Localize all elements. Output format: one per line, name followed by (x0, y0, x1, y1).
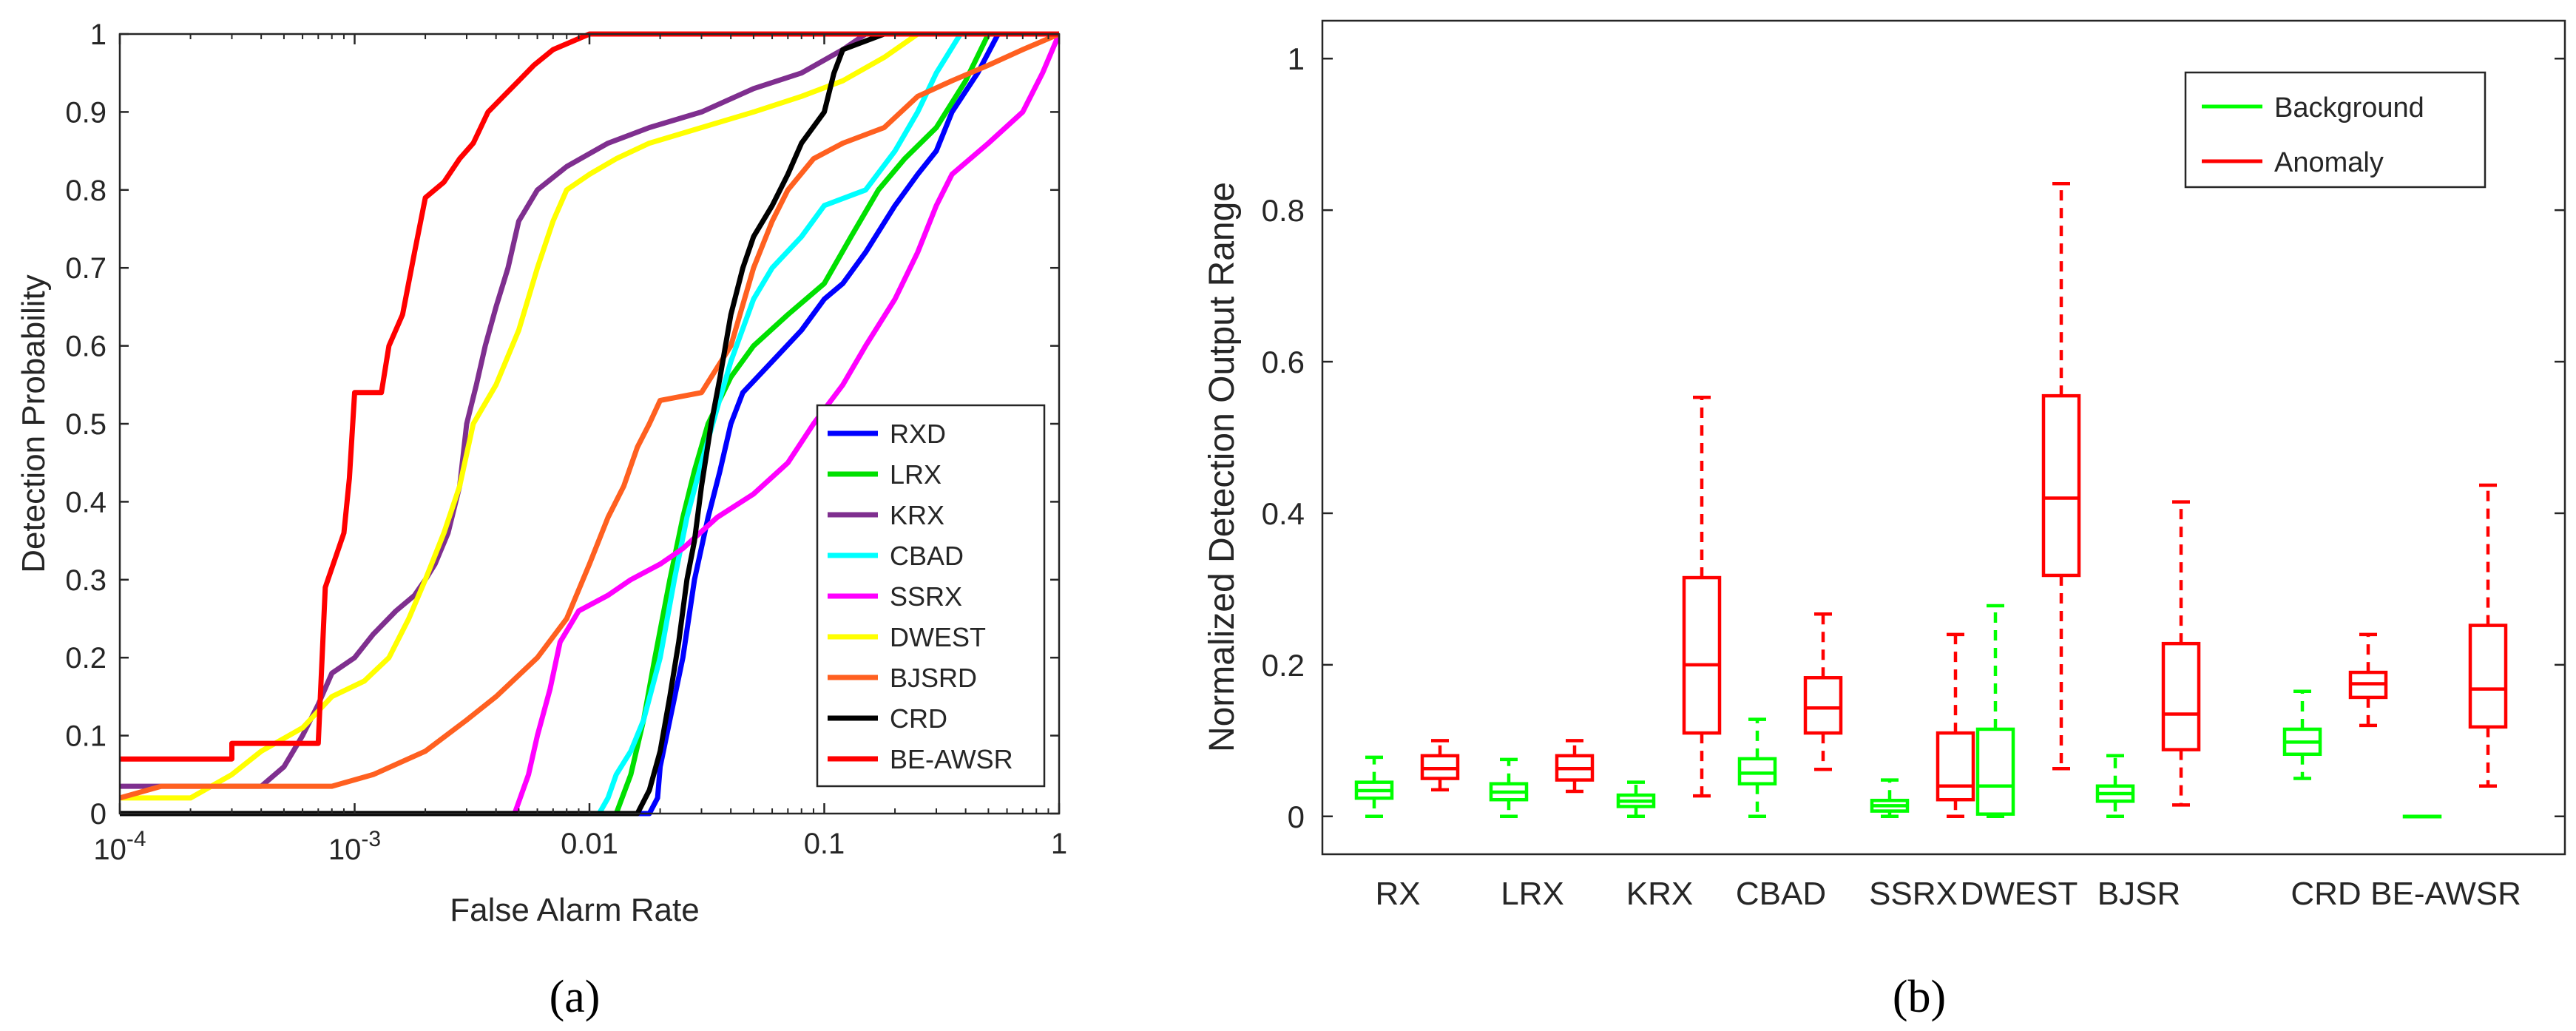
legend-label: DWEST (890, 622, 986, 652)
box-anomaly-rx (1420, 739, 1460, 792)
box-background-cbad (1737, 717, 1777, 819)
iqr-box (2161, 641, 2201, 751)
category-label: BJSR (2097, 876, 2180, 912)
iqr-box (1936, 731, 1975, 802)
box-anomaly-bjsr (2161, 500, 2201, 807)
legend-label: BJSRD (890, 663, 977, 693)
y-tick-label: 0.4 (65, 486, 107, 518)
legend-label: RXD (890, 419, 946, 449)
legend: RXD LRX KRX CBAD SSRX DWEST BJSRD CRD BE-AWSR (816, 404, 1046, 788)
curve-krx (120, 31, 1059, 789)
box-anomaly-cbad (1803, 612, 1843, 771)
category-label: DWEST (1961, 876, 2078, 912)
category-label: KRX (1626, 876, 1693, 912)
y-axis-label: Normalized Detection Output Range (1203, 182, 1242, 752)
x-tick-exponent: -4 (126, 827, 146, 851)
category-label: BE-AWSR (2370, 876, 2521, 912)
box-background-crd (2282, 689, 2322, 780)
y-tick-label: 0.4 (1262, 496, 1305, 531)
legend-label: LRX (890, 459, 942, 490)
legend-label: Anomaly (2274, 147, 2384, 178)
iqr-box (2041, 393, 2081, 578)
y-tick-label: 0.8 (1262, 193, 1305, 228)
box-anomaly-dwest (2041, 182, 2081, 771)
y-tick-label: 0.7 (65, 252, 107, 285)
legend-label: CBAD (890, 541, 964, 571)
x-tick-label: 1 (1051, 828, 1067, 860)
box-background-ssrx (1870, 778, 1910, 819)
boxplot-chart-panel: 0 0.2 0.4 0.6 0.8 1 RX LRX KRX CBAD SSRX DWEST BJSR C… (1203, 19, 2566, 1022)
legend-label: BE-AWSR (890, 744, 1013, 774)
category-label: RX (1375, 876, 1420, 912)
box-anomaly-ssrx (1936, 632, 1975, 819)
y-tick-label: 0.6 (65, 331, 107, 363)
curve-rxd (120, 31, 1059, 817)
x-tick-exponent: -3 (361, 827, 381, 851)
iqr-box (1803, 676, 1843, 735)
box-background-lrx (1489, 757, 1529, 819)
y-tick-label: 0.2 (65, 642, 107, 675)
y-tick-label: 0.9 (65, 96, 107, 129)
x-tick-label: 0.01 (561, 828, 618, 860)
legend-label: SSRX (890, 581, 962, 612)
y-tick-label: 0.5 (65, 408, 107, 441)
category-label: LRX (1501, 876, 1564, 912)
y-tick-label: 0 (90, 798, 107, 831)
y-axis-label: Detection Probability (16, 274, 52, 573)
curve-be-awsr (120, 31, 1059, 762)
panel-label: (b) (1893, 972, 1946, 1022)
legend: Background Anomaly (2184, 71, 2487, 189)
curve-cbad (120, 31, 1059, 817)
roc-curves (120, 31, 1059, 817)
box-background-bjsr (2095, 754, 2135, 819)
iqr-box (2468, 623, 2508, 729)
y-tick-label: 0.2 (1262, 648, 1305, 683)
y-tick-label: 0.3 (65, 564, 107, 597)
x-tick-label: 0.1 (804, 828, 845, 860)
curve-bjsrd (120, 31, 1059, 801)
axes-box (1321, 19, 2566, 856)
box-anomaly-be-awsr (2468, 483, 2508, 788)
legend-box (2184, 71, 2487, 189)
iqr-box (1682, 575, 1722, 735)
x-axis-label: False Alarm Rate (450, 892, 699, 928)
panel-label: (a) (550, 972, 601, 1022)
y-tick-label: 1 (1288, 41, 1305, 76)
x-tick-base: 10 (93, 834, 126, 866)
legend-label: Background (2274, 92, 2424, 124)
y-tick-label: 1 (90, 18, 107, 51)
category-label: CBAD (1736, 876, 1826, 912)
y-tick-label: 0.1 (65, 720, 107, 753)
curve-ssrx (120, 33, 1059, 817)
x-tick-label: 10-3 (328, 827, 381, 866)
legend-label: KRX (890, 500, 944, 530)
y-tick-label: 0.8 (65, 175, 107, 207)
legend-label: CRD (890, 703, 947, 734)
box-background-rx (1354, 755, 1394, 819)
x-tick-base: 10 (328, 834, 362, 866)
box-anomaly-krx (1682, 395, 1722, 798)
category-label: SSRX (1869, 876, 1958, 912)
box-background-dwest (1975, 604, 2015, 819)
x-tick-label: 10-4 (93, 827, 146, 866)
y-tick-label: 0.6 (1262, 345, 1305, 379)
box-anomaly-crd (2348, 632, 2388, 728)
y-tick-label: 0 (1288, 800, 1305, 834)
box-background-krx (1616, 780, 1656, 819)
curve-crd (120, 31, 1059, 817)
iqr-box (1737, 757, 1777, 785)
box-anomaly-lrx (1555, 739, 1595, 794)
iqr-box (1975, 727, 2015, 816)
category-label: CRD (2291, 876, 2361, 912)
